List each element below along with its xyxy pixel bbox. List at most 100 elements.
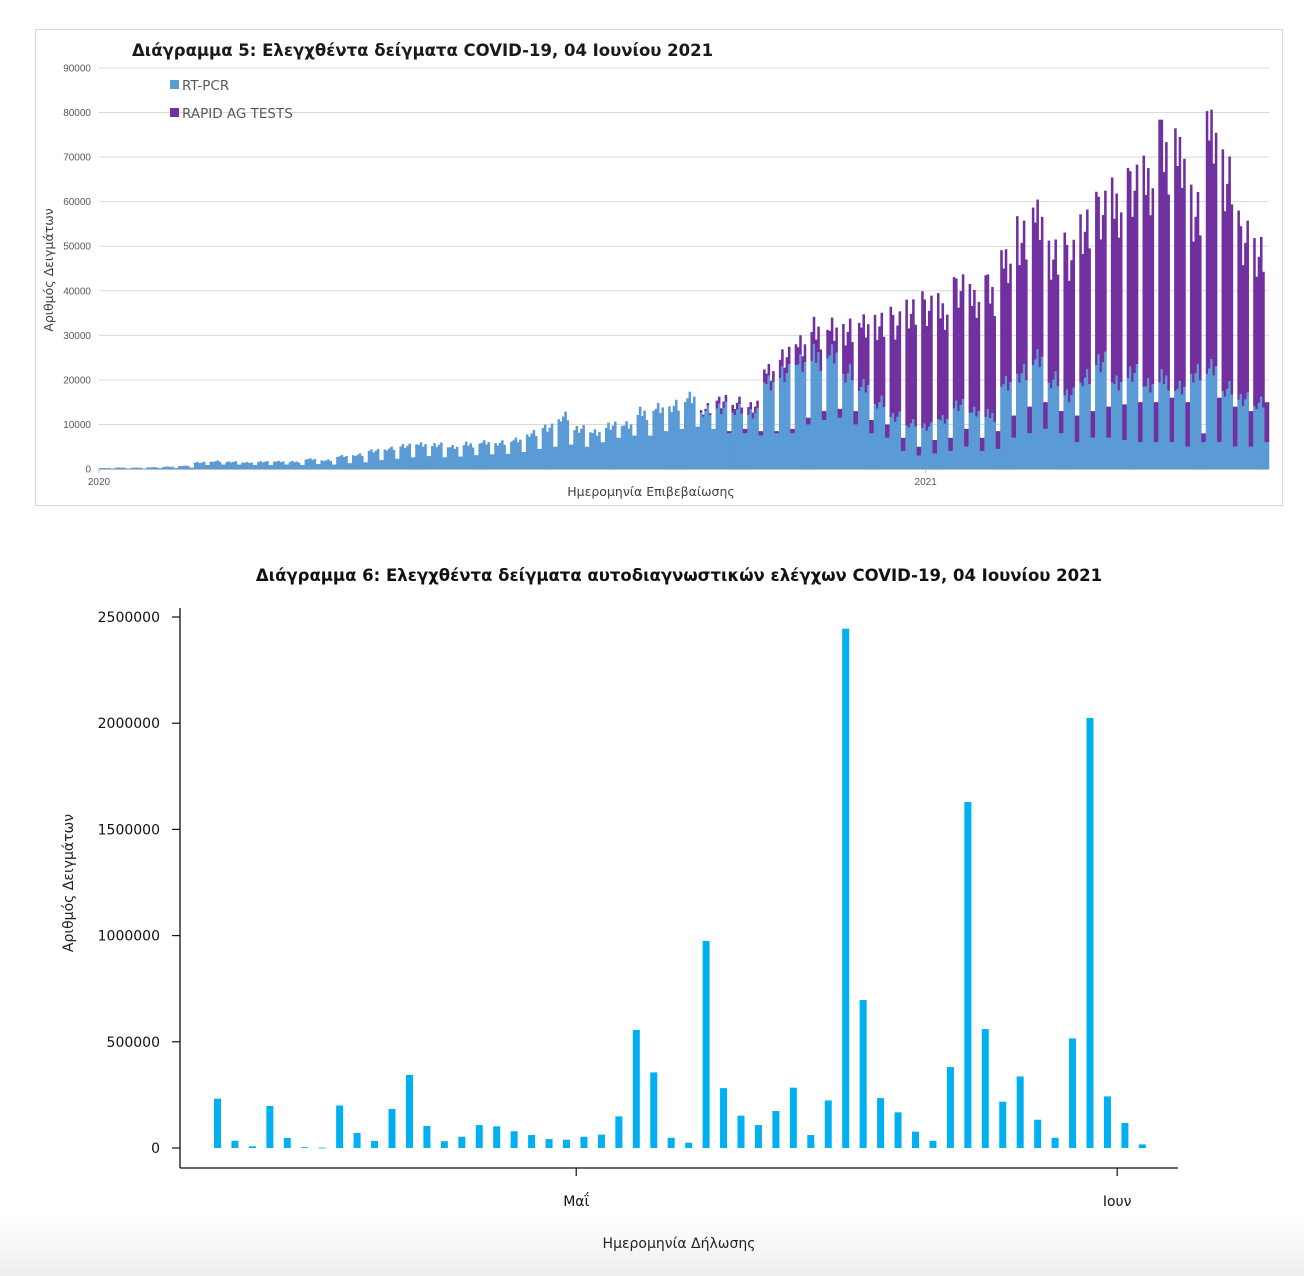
chart5-bar-rt-pcr [130,467,134,469]
chart5-bar-rapid-ag [839,408,843,418]
chart5-bar-rt-pcr [562,416,565,469]
chart6-x-axis-label: Ημερομηνία Δήλωσης [603,1236,756,1252]
chart6-x-ticks: Μαΐ Ιουν [563,1168,1132,1210]
chart5-y-tick-label: 30000 [63,331,91,342]
legend-label-rt-pcr: RT-PCR [182,78,229,94]
chart5-bar-rt-pcr [889,417,893,469]
chart5-bar-rt-pcr [1250,446,1254,469]
chart5-bar-rt-pcr [837,417,841,469]
chart5-bar-rt-pcr [162,466,165,469]
chart5-bar-rt-pcr [412,457,416,469]
chart6-bar [877,1098,885,1148]
chart5-bar-rt-pcr [1067,402,1071,469]
chart5-bar-rt-pcr [620,425,624,469]
chart5-bar-rt-pcr [668,406,671,469]
chart5-y-tick-label: 90000 [63,64,91,75]
chart5-bar-rt-pcr [306,459,310,469]
chart5-bar-rt-pcr [390,446,393,469]
chart5-y-tick-label: 50000 [63,242,91,253]
chart5-bar-rt-pcr [735,409,739,469]
chart5-bar-rt-pcr [356,454,360,469]
chart5-bar-rapid-ag [1110,177,1114,383]
chart5-bar-rapid-ag [1239,226,1243,395]
chart5-bar-rt-pcr [1178,381,1182,469]
chart5-bar-rapid-ag [1036,199,1039,350]
chart5-bar-rt-pcr [684,402,687,469]
chart5-bar-rapid-ag [946,314,949,419]
chart5-bar-rt-pcr [801,372,805,469]
chart5-bar-rt-pcr [1081,386,1085,469]
chart5-bar-rt-pcr [679,428,683,469]
chart5-bar-rt-pcr [776,433,780,469]
chart5-bar-rapid-ag [1241,265,1245,407]
chart5-bar-rt-pcr [751,418,755,469]
chart5-bar-rt-pcr [860,386,863,469]
legend-swatch-rt-pcr [170,80,179,89]
chart5-bar-rt-pcr [670,412,674,469]
chart5-bar-rapid-ag [1056,274,1060,387]
chart5-bar-rapid-ag [733,409,737,416]
chart5-bar-rapid-ag [1108,406,1112,438]
chart5-bar-rapid-ag [1000,250,1003,387]
chart5-x-axis-label: Ημερομηνία Επιβεβαίωσης [567,484,734,499]
chart5-bar-rt-pcr [1092,437,1096,469]
chart5-bar-rapid-ag [704,408,707,412]
chart5-bar-rt-pcr [582,425,585,469]
chart5-bar-rapid-ag [896,325,899,417]
chart5-bar-rapid-ag [894,339,897,422]
chart5-bar-rapid-ag [997,431,1001,449]
chart5-bar-rt-pcr [1047,382,1051,469]
chart5-bar-rapid-ag [986,274,990,410]
chart5-bar-rt-pcr [688,391,692,469]
chart5-bar-rt-pcr [1095,365,1098,469]
chart5-bar-rt-pcr [848,363,852,469]
chart5-bar-rt-pcr [659,413,662,469]
chart5-bar-rapid-ag [1043,402,1046,429]
chart5-bar-rt-pcr [939,420,942,469]
chart5-bar-rt-pcr [1113,384,1116,469]
chart6-bar [667,1137,675,1148]
chart5-bar-rt-pcr [543,424,547,469]
chart5-bar-rt-pcr [1000,386,1003,469]
chart5-bar-rt-pcr [946,418,949,469]
chart5-bar-rapid-ag [973,289,976,407]
chart5-bar-rapid-ag [776,431,780,434]
chart5-y-tick-label: 40000 [63,286,91,297]
chart5-bar-rapid-ag [1201,433,1204,443]
chart5-bar-rapid-ag [1049,279,1053,389]
chart5-bar-rt-pcr [1088,384,1091,469]
chart5-bar-rapid-ag [948,437,951,452]
chart5-bar-rt-pcr [187,466,190,469]
chart5-bar-rt-pcr [304,459,308,469]
chart6-bar [283,1138,291,1148]
chart5-bar-rt-pcr [625,421,628,469]
chart5-bar-rt-pcr [1208,368,1211,469]
chart5-bar-rt-pcr [1061,433,1064,469]
chart5-bar-rt-pcr [300,464,303,469]
chart5-bar-rt-pcr [537,448,540,469]
chart5-bar-rt-pcr [1147,378,1150,469]
chart5-bar-rt-pcr [180,466,183,469]
chart5-bar-rt-pcr [114,467,118,469]
chart5-bar-rt-pcr [340,455,344,469]
chart5-bar-rt-pcr [1038,367,1042,469]
chart5-bar-rt-pcr [738,404,741,469]
chart6-bar [440,1141,448,1148]
chart5-bar-rapid-ag [792,428,795,434]
chart5-bar-rapid-ag [783,367,786,383]
chart5-bar-rt-pcr [1110,382,1114,469]
chart5-bar-rt-pcr [272,461,276,469]
chart5-bar-rapid-ag [815,339,818,363]
chart5-bar-rt-pcr [964,446,967,469]
chart5-bar-rapid-ag [991,286,994,413]
chart5-bar-rt-pcr [523,452,527,469]
chart5-bar-rt-pcr [559,421,563,469]
chart5-y-axis-label: Αριθμός Δειγμάτων [41,208,56,331]
chart6-svg: Διάγραμμα 6: Ελεγχθέντα δείγματα αυτοδια… [61,566,1178,1252]
chart5-bar-rapid-ag [864,337,868,393]
chart5-bar-rt-pcr [760,435,764,469]
chart5-bar-rt-pcr [105,468,109,469]
chart5-bar-rt-pcr [361,455,364,469]
chart5-bar-rt-pcr [1052,379,1055,469]
chart5-bar-rapid-ag [799,335,802,355]
